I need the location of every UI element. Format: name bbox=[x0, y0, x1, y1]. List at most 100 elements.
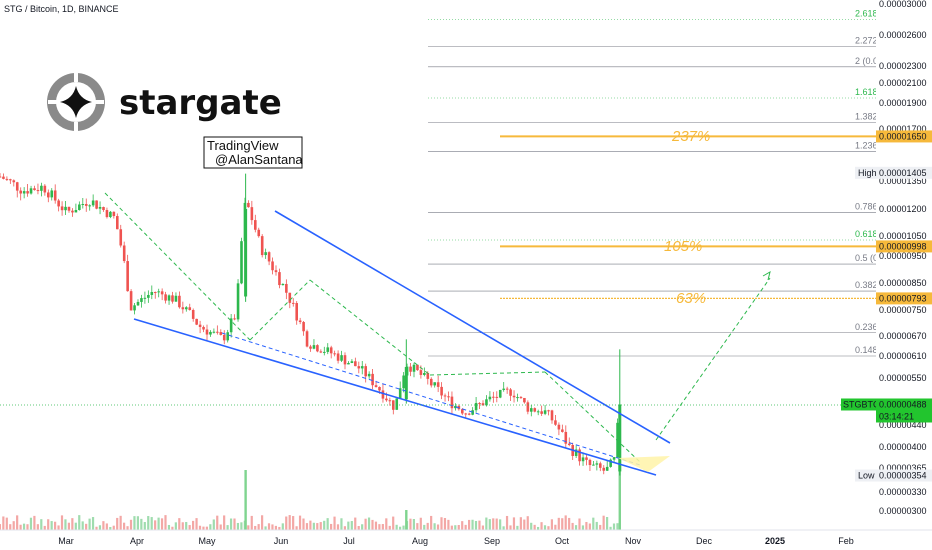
candle-body bbox=[481, 403, 485, 406]
candle-body bbox=[612, 457, 616, 460]
candle-body bbox=[78, 204, 81, 211]
candle-body bbox=[354, 361, 357, 367]
countdown-text: 03:14:21 bbox=[879, 411, 914, 421]
volume-bar bbox=[309, 520, 312, 530]
volume-bar bbox=[564, 515, 567, 530]
candle-body bbox=[112, 211, 116, 217]
author-watermark: TradingView @AlanSantana bbox=[203, 136, 303, 169]
volume-bar bbox=[430, 515, 433, 530]
candle-body bbox=[605, 466, 609, 471]
current-price-tag bbox=[876, 398, 932, 423]
lower-trendline[interactable] bbox=[133, 318, 657, 476]
candle-body bbox=[461, 409, 464, 414]
candle-body bbox=[509, 389, 512, 396]
fib-label: 0.5 (0 bbox=[855, 253, 878, 263]
target-price-tag bbox=[876, 292, 932, 305]
candle-body bbox=[226, 332, 229, 341]
candle-body bbox=[429, 378, 433, 386]
candle-body bbox=[578, 449, 581, 462]
volume-bar bbox=[395, 524, 398, 530]
volume-bar bbox=[316, 523, 319, 530]
candle-body bbox=[374, 385, 378, 387]
volume-bar bbox=[78, 515, 81, 530]
candle-body bbox=[488, 396, 492, 400]
candle-body bbox=[240, 241, 243, 284]
volume-bar bbox=[336, 524, 340, 530]
candle-body bbox=[98, 207, 102, 209]
month-tick: Nov bbox=[625, 536, 642, 546]
volume-bar bbox=[343, 526, 346, 530]
brand-name: stargate bbox=[119, 83, 282, 123]
candle-body bbox=[50, 190, 54, 198]
price-tick: 0.00002300 bbox=[879, 61, 927, 71]
volume-bar bbox=[574, 525, 578, 530]
volume-bar bbox=[381, 524, 384, 530]
fib-label: 1.236 bbox=[855, 140, 878, 150]
volume-bar bbox=[606, 517, 609, 530]
volume-bar bbox=[2, 516, 5, 530]
volume-bar bbox=[530, 522, 533, 530]
candle-body bbox=[419, 370, 423, 375]
volume-bar bbox=[419, 517, 422, 530]
candle-body bbox=[533, 408, 537, 412]
volume-bar bbox=[581, 525, 585, 530]
volume-bar bbox=[526, 516, 529, 530]
volume-bar bbox=[523, 519, 526, 530]
candle-body bbox=[22, 191, 26, 194]
volume-bar bbox=[123, 522, 126, 530]
volume-bar bbox=[399, 526, 402, 530]
volume-bar bbox=[209, 524, 212, 530]
candle-body bbox=[143, 297, 147, 299]
volume-bar bbox=[174, 522, 177, 530]
upper-trendline[interactable] bbox=[274, 210, 671, 444]
volume-bar bbox=[64, 519, 67, 530]
candle-body bbox=[181, 307, 185, 310]
volume-bar bbox=[181, 522, 184, 530]
current-price-text: 0.00000488 bbox=[879, 399, 927, 409]
candle-body bbox=[540, 411, 543, 414]
volume-bar bbox=[233, 518, 236, 530]
volume-bar bbox=[557, 517, 560, 530]
price-axis[interactable]: 0.00003000 0.00002600 0.00002300 0.00002100… bbox=[841, 0, 932, 530]
volume-bar bbox=[612, 523, 616, 530]
volume-bar bbox=[468, 519, 471, 530]
volume-bar bbox=[298, 515, 302, 530]
candle-body bbox=[609, 459, 612, 467]
candle-body bbox=[178, 295, 181, 308]
wave-dashed-line-4 bbox=[429, 371, 546, 376]
candle-body bbox=[47, 192, 50, 198]
candle-body bbox=[36, 190, 40, 192]
candle-body bbox=[212, 331, 216, 333]
candle-body bbox=[9, 179, 12, 181]
volume-bar bbox=[150, 517, 153, 530]
fib-label: 0.236 bbox=[855, 322, 878, 332]
time-axis[interactable]: Mar Apr May Jun Jul Aug Sep Oct Nov Dec 2025 Feb bbox=[58, 536, 854, 546]
volume-bar bbox=[436, 524, 440, 530]
candle-body bbox=[267, 252, 271, 262]
candle-body bbox=[64, 206, 67, 211]
month-tick: Sep bbox=[484, 536, 500, 546]
volume-bar bbox=[192, 520, 195, 530]
volume-bar bbox=[223, 515, 226, 530]
volume-bar bbox=[102, 521, 105, 530]
candle-body bbox=[530, 408, 533, 412]
support-dashed-line[interactable] bbox=[221, 332, 641, 466]
candle-body bbox=[433, 382, 436, 386]
volume-bar bbox=[9, 524, 12, 530]
candle-body bbox=[167, 295, 171, 301]
candle-body bbox=[467, 413, 471, 415]
price-tick: 0.00003000 bbox=[879, 0, 927, 9]
volume-bar bbox=[609, 526, 612, 530]
candle-body bbox=[105, 210, 109, 218]
price-tick: 0.00000365 bbox=[879, 463, 927, 473]
candle-body bbox=[229, 318, 233, 333]
month-tick: Jul bbox=[343, 536, 355, 546]
volume-bar bbox=[602, 515, 605, 530]
candle-body bbox=[536, 411, 540, 413]
price-tick: 0.00001700 bbox=[879, 124, 927, 134]
wave-dashed-line-2 bbox=[249, 279, 311, 341]
candle-body bbox=[557, 424, 561, 430]
volume-bar bbox=[519, 517, 522, 530]
target-price-text: 0.00000793 bbox=[879, 293, 927, 303]
volume-bar bbox=[540, 522, 543, 530]
